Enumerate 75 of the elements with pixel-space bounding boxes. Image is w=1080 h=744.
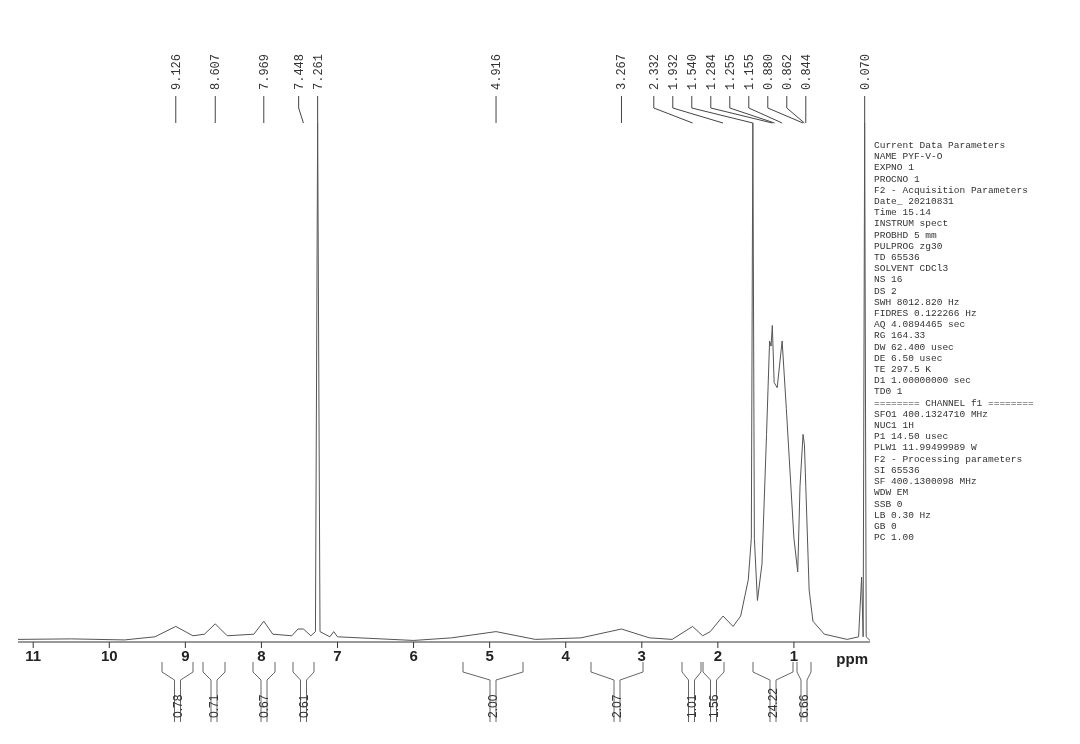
annotation: 0.862 — [780, 53, 795, 90]
x-axis-title: ppm — [836, 650, 868, 667]
text: ======== CHANNEL f1 ======== — [874, 397, 1035, 409]
annotation: 1.155 — [742, 53, 757, 90]
x-tick-label: 10 — [100, 646, 118, 664]
text: DE 6.50 usec — [874, 352, 944, 365]
text: SF 400.1300098 MHz — [874, 476, 978, 488]
text: RG 164.33 — [874, 330, 927, 342]
annotation: 1.540 — [685, 53, 700, 90]
text: TD 65536 — [874, 252, 920, 264]
text: NAME PYF-V-O — [874, 151, 944, 163]
text: 0.67 — [257, 694, 271, 718]
text: 0.71 — [207, 694, 221, 718]
x-tick-label: 6 — [409, 646, 418, 664]
text: Current Data Parameters — [874, 140, 1007, 152]
x-tick-label: 1 — [789, 646, 799, 664]
text: NS 16 — [874, 274, 904, 286]
x-tick-label: 5 — [485, 646, 494, 664]
text: Date_ 20210831 — [874, 196, 955, 208]
text: EXPNO 1 — [874, 162, 915, 174]
annotation: 0.844 — [799, 53, 814, 90]
text: P1 14.50 usec — [874, 431, 950, 443]
text: WDW EM — [874, 487, 910, 499]
text: F2 - Acquisition Parameters — [874, 184, 1029, 197]
x-tick-label: 8 — [257, 646, 266, 664]
text: 1.56 — [706, 694, 721, 718]
text: 6.66 — [797, 694, 811, 718]
text: SOLVENT CDCl3 — [874, 263, 950, 275]
annotation: 9.126 — [169, 53, 184, 90]
annotation: 1.255 — [723, 53, 738, 90]
text: FIDRES 0.122266 Hz — [874, 308, 978, 320]
annotation: 7.261 — [311, 53, 326, 90]
annotation: 0.880 — [761, 53, 776, 90]
x-tick-label: 7 — [333, 646, 342, 664]
text: SFO1 400.1324710 MHz — [874, 408, 990, 421]
text: 0.78 — [170, 694, 185, 718]
text: 2.00 — [486, 694, 500, 718]
text: SSB 0 — [874, 498, 904, 510]
annotation: 2.332 — [647, 53, 662, 90]
annotation: 0.070 — [858, 53, 873, 90]
text: PROCNO 1 — [874, 173, 921, 185]
text: 24.22 — [766, 687, 780, 718]
text: Time 15.14 — [874, 207, 932, 219]
text: SI 65536 — [874, 464, 921, 477]
annotation: 8.607 — [209, 53, 224, 90]
x-tick-label: 11 — [25, 646, 42, 664]
text: TD0 1 — [874, 386, 904, 398]
text: DW 62.400 usec — [874, 341, 955, 353]
text: TE 297.5 K — [874, 364, 932, 376]
text: F2 - Processing parameters — [874, 453, 1024, 465]
annotation: 3.267 — [615, 53, 630, 90]
annotation: 1.932 — [666, 53, 681, 90]
text: INSTRUM spect — [874, 218, 950, 230]
x-tick-label: 2 — [713, 646, 723, 664]
annotation: 7.448 — [292, 53, 307, 90]
text: 1.01 — [684, 694, 699, 718]
text: PULPROG zg30 — [874, 240, 944, 253]
text: LB 0.30 Hz — [874, 509, 932, 521]
x-tick-label: 4 — [561, 646, 571, 664]
annotation: 4.916 — [490, 53, 505, 90]
text: NUC1 1H — [874, 420, 915, 432]
text: 0.61 — [296, 694, 311, 718]
annotation: 1.284 — [704, 53, 719, 90]
text: GB 0 — [874, 520, 898, 533]
x-tick-label: 9 — [181, 646, 190, 664]
text: SWH 8012.820 Hz — [874, 296, 961, 309]
annotation: 7.969 — [257, 53, 272, 90]
text: AQ 4.0894465 sec — [874, 319, 967, 331]
text: D1 1.00000000 sec — [874, 375, 972, 387]
text: PC 1.00 — [874, 532, 915, 544]
text: 2.07 — [610, 694, 624, 718]
text: DS 2 — [874, 285, 898, 297]
text: PROBHD 5 mm — [874, 229, 938, 241]
text: PLW1 11.99499989 W — [874, 442, 978, 454]
x-tick-label: 3 — [637, 646, 646, 664]
